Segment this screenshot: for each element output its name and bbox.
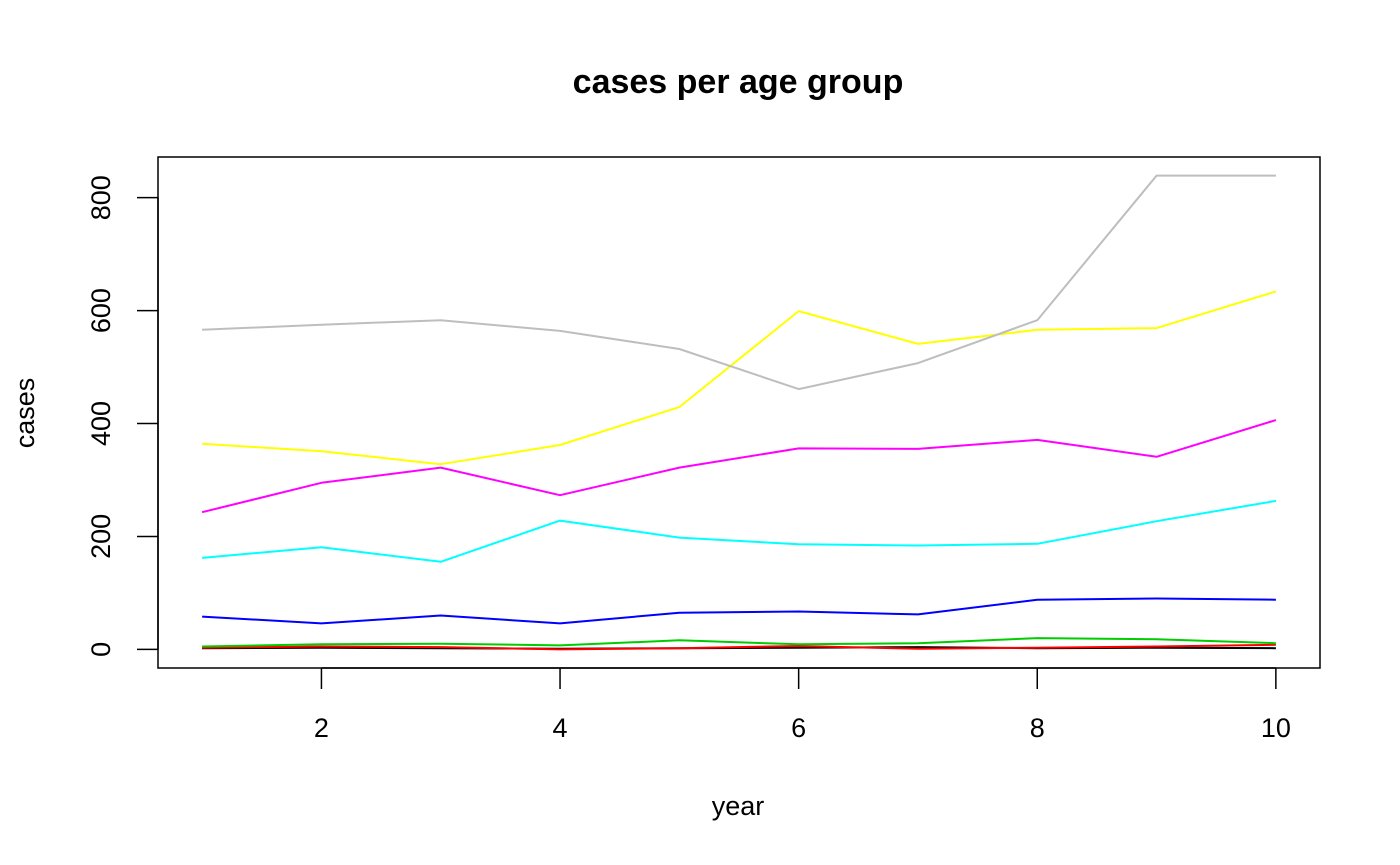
series-line-4	[202, 597, 1276, 625]
series-line-3	[202, 637, 1276, 648]
y-axis: 0 200 400 600 800	[86, 175, 159, 657]
y-tick-label: 800	[86, 175, 116, 220]
x-axis: 2 4 6 8 10	[314, 667, 1291, 743]
plot-box	[157, 156, 1321, 669]
series-line-7	[202, 290, 1277, 466]
y-tick-label: 200	[86, 514, 116, 559]
x-tick-label: 6	[791, 713, 806, 743]
x-tick-label: 4	[553, 713, 568, 743]
x-tick-label: 10	[1261, 713, 1291, 743]
chart-title: cases per age group	[573, 63, 904, 101]
series-line-5	[202, 499, 1277, 563]
y-axis-label: cases	[10, 378, 40, 449]
y-tick-label: 0	[86, 642, 116, 657]
y-tick-label: 400	[86, 401, 116, 446]
series-line-8	[202, 174, 1276, 391]
y-tick-label: 600	[86, 288, 116, 333]
x-tick-label: 8	[1030, 713, 1045, 743]
series-line-2	[202, 643, 1276, 651]
x-tick-label: 2	[314, 713, 329, 743]
series-layer	[201, 174, 1277, 651]
series-line-6	[201, 419, 1277, 514]
x-axis-label: year	[712, 791, 765, 821]
